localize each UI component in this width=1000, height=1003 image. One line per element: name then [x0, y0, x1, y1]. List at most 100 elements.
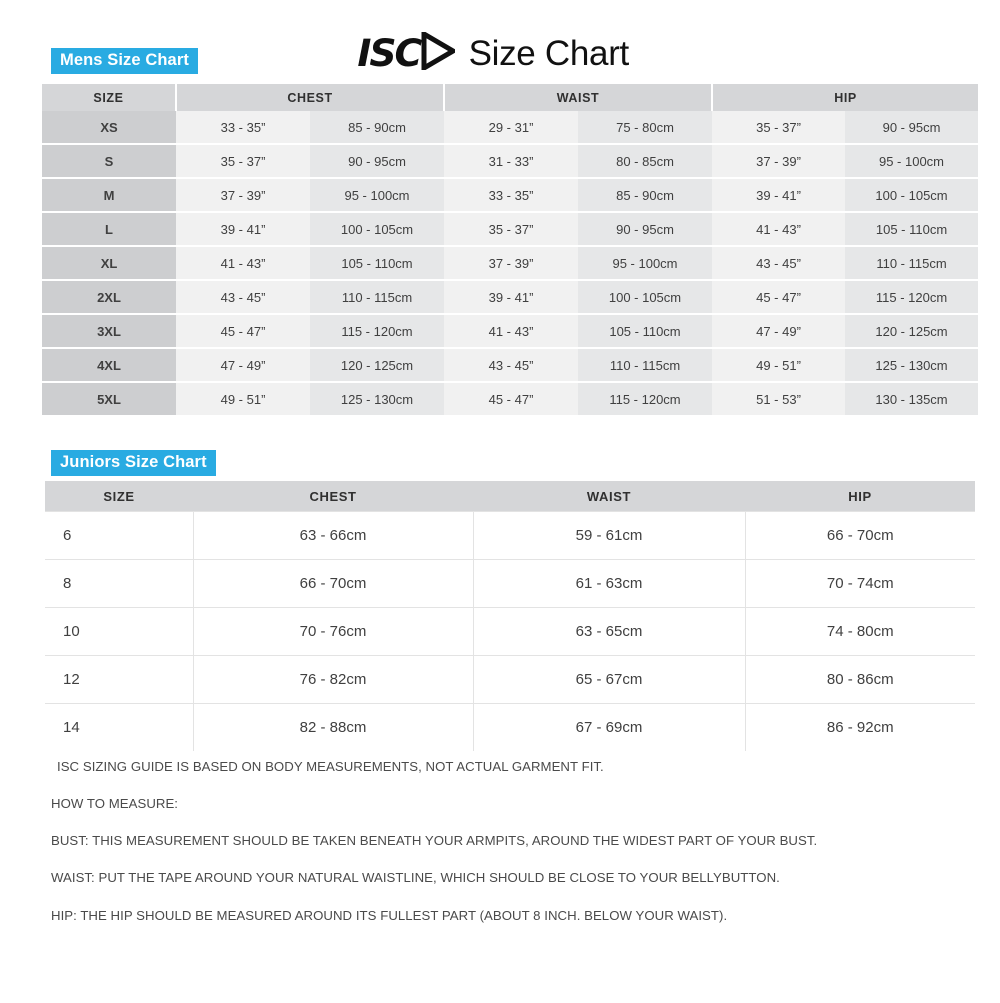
page-title: Size Chart — [468, 33, 630, 73]
mens-cell-size: 4XL — [42, 348, 176, 383]
mens-cell-hip-in: 35 - 37” — [712, 111, 845, 145]
mens-cell-hip-cm: 120 - 125cm — [845, 314, 979, 349]
mens-cell-chest-cm: 125 - 130cm — [310, 382, 444, 415]
mens-cell-waist-in: 29 - 31” — [444, 111, 578, 145]
mens-cell-hip-in: 51 - 53” — [712, 382, 845, 415]
mens-header-hip: HIP — [712, 84, 979, 111]
juniors-cell-chest: 82 - 88cm — [192, 703, 474, 751]
note-line: WAIST: PUT THE TAPE AROUND YOUR NATURAL … — [51, 870, 780, 886]
mens-cell-size: S — [42, 144, 176, 179]
mens-cell-chest-in: 37 - 39” — [176, 178, 310, 213]
mens-cell-chest-cm: 105 - 110cm — [310, 246, 444, 281]
triangle-arrow-icon — [421, 29, 458, 75]
juniors-cell-hip: 70 - 74cm — [744, 559, 975, 608]
mens-header-chest: CHEST — [176, 84, 445, 111]
juniors-cell-size: 10 — [45, 607, 194, 656]
table-row: XL 41 - 43” 105 - 110cm 37 - 39” 95 - 100cm 4… — [42, 246, 979, 281]
page-header: Mens Size Chart ISC Size Chart — [0, 0, 1000, 85]
mens-cell-chest-in: 39 - 41” — [176, 212, 310, 247]
measurement-notes: ISC SIZING GUIDE IS BASED ON BODY MEASUR… — [51, 757, 951, 925]
mens-cell-hip-in: 37 - 39” — [712, 144, 845, 179]
juniors-cell-waist: 59 - 61cm — [472, 511, 746, 560]
table-row: 10 70 - 76cm 63 - 65cm 74 - 80cm — [45, 607, 975, 656]
mens-cell-hip-cm: 100 - 105cm — [845, 178, 979, 213]
mens-cell-waist-in: 39 - 41” — [444, 280, 578, 315]
mens-cell-chest-in: 47 - 49” — [176, 348, 310, 383]
mens-cell-waist-in: 33 - 35” — [444, 178, 578, 213]
note-line: HOW TO MEASURE: — [51, 796, 179, 812]
mens-cell-waist-cm: 90 - 95cm — [578, 212, 712, 247]
mens-cell-hip-in: 47 - 49” — [712, 314, 845, 349]
juniors-cell-hip: 66 - 70cm — [744, 511, 975, 560]
mens-cell-waist-cm: 85 - 90cm — [578, 178, 712, 213]
note-line: ISC SIZING GUIDE IS BASED ON BODY MEASUR… — [57, 759, 604, 774]
mens-size-chart-badge: Mens Size Chart — [51, 48, 198, 74]
brand-title-block: ISC Size Chart — [357, 28, 630, 78]
mens-header-size: SIZE — [42, 84, 177, 111]
mens-cell-hip-in: 43 - 45” — [712, 246, 845, 281]
juniors-cell-chest: 76 - 82cm — [192, 655, 474, 704]
table-row: 8 66 - 70cm 61 - 63cm 70 - 74cm — [45, 559, 975, 608]
juniors-cell-chest: 66 - 70cm — [192, 559, 474, 608]
note-line: BUST: THIS MEASUREMENT SHOULD BE TAKEN B… — [51, 833, 818, 849]
juniors-cell-size: 14 — [45, 703, 194, 751]
mens-cell-hip-in: 39 - 41” — [712, 178, 845, 213]
mens-cell-chest-cm: 115 - 120cm — [310, 314, 444, 349]
juniors-size-table: SIZE CHEST WAIST HIP 6 63 - 66cm 59 - 61cm… — [45, 481, 975, 751]
mens-cell-hip-in: 45 - 47” — [712, 280, 845, 315]
mens-cell-chest-in: 35 - 37” — [176, 144, 310, 179]
mens-size-table: SIZE CHEST WAIST HIP XS 33 - 35” 85 - 90cm… — [42, 84, 979, 415]
mens-table-header-row: SIZE CHEST WAIST HIP — [42, 84, 979, 111]
mens-cell-size: XL — [42, 246, 176, 281]
table-row: 14 82 - 88cm 67 - 69cm 86 - 92cm — [45, 703, 975, 751]
mens-cell-waist-in: 35 - 37” — [444, 212, 578, 247]
table-row: L 39 - 41” 100 - 105cm 35 - 37” 90 - 95cm 41 … — [42, 212, 979, 247]
juniors-size-chart-badge: Juniors Size Chart — [51, 450, 216, 476]
table-row: 2XL 43 - 45” 110 - 115cm 39 - 41” 100 - 105c… — [42, 280, 979, 315]
mens-cell-chest-in: 49 - 51” — [176, 382, 310, 415]
mens-cell-chest-cm: 90 - 95cm — [310, 144, 444, 179]
mens-cell-hip-in: 49 - 51” — [712, 348, 845, 383]
mens-cell-chest-in: 45 - 47” — [176, 314, 310, 349]
table-row: 3XL 45 - 47” 115 - 120cm 41 - 43” 105 - 110c… — [42, 314, 979, 349]
mens-cell-waist-cm: 95 - 100cm — [578, 246, 712, 281]
mens-cell-hip-in: 41 - 43” — [712, 212, 845, 247]
juniors-header-size: SIZE — [45, 481, 193, 512]
isc-logo-text: ISC — [357, 31, 422, 75]
mens-cell-hip-cm: 125 - 130cm — [845, 348, 979, 383]
mens-cell-waist-in: 43 - 45” — [444, 348, 578, 383]
table-row: S 35 - 37” 90 - 95cm 31 - 33” 80 - 85cm 37 - … — [42, 144, 979, 179]
juniors-cell-size: 12 — [45, 655, 194, 704]
mens-cell-hip-cm: 130 - 135cm — [845, 382, 979, 415]
juniors-cell-waist: 67 - 69cm — [472, 703, 746, 751]
juniors-cell-size: 6 — [45, 511, 194, 560]
mens-header-waist: WAIST — [444, 84, 713, 111]
juniors-cell-waist: 63 - 65cm — [472, 607, 746, 656]
juniors-cell-chest: 63 - 66cm — [192, 511, 474, 560]
mens-cell-waist-cm: 100 - 105cm — [578, 280, 712, 315]
mens-cell-chest-cm: 120 - 125cm — [310, 348, 444, 383]
mens-cell-waist-in: 41 - 43” — [444, 314, 578, 349]
table-row: 4XL 47 - 49” 120 - 125cm 43 - 45” 110 - 115c… — [42, 348, 979, 383]
juniors-cell-hip: 74 - 80cm — [744, 607, 975, 656]
juniors-table-header-row: SIZE CHEST WAIST HIP — [45, 481, 975, 512]
mens-cell-chest-in: 41 - 43” — [176, 246, 310, 281]
table-row: 12 76 - 82cm 65 - 67cm 80 - 86cm — [45, 655, 975, 704]
mens-cell-hip-cm: 115 - 120cm — [845, 280, 979, 315]
juniors-header-chest: CHEST — [193, 481, 473, 512]
mens-cell-size: 5XL — [42, 382, 176, 415]
table-row: XS 33 - 35” 85 - 90cm 29 - 31” 75 - 80cm 35 -… — [42, 111, 979, 145]
note-line: HIP: THE HIP SHOULD BE MEASURED AROUND I… — [51, 907, 728, 923]
juniors-cell-hip: 80 - 86cm — [744, 655, 975, 704]
table-row: M 37 - 39” 95 - 100cm 33 - 35” 85 - 90cm 39 -… — [42, 178, 979, 213]
mens-cell-size: XS — [42, 111, 176, 145]
mens-cell-waist-in: 37 - 39” — [444, 246, 578, 281]
mens-cell-waist-cm: 75 - 80cm — [578, 111, 712, 145]
juniors-cell-chest: 70 - 76cm — [192, 607, 474, 656]
juniors-cell-waist: 65 - 67cm — [472, 655, 746, 704]
mens-cell-chest-cm: 85 - 90cm — [310, 111, 444, 145]
mens-cell-chest-in: 43 - 45” — [176, 280, 310, 315]
mens-cell-chest-cm: 95 - 100cm — [310, 178, 444, 213]
mens-cell-hip-cm: 95 - 100cm — [845, 144, 979, 179]
